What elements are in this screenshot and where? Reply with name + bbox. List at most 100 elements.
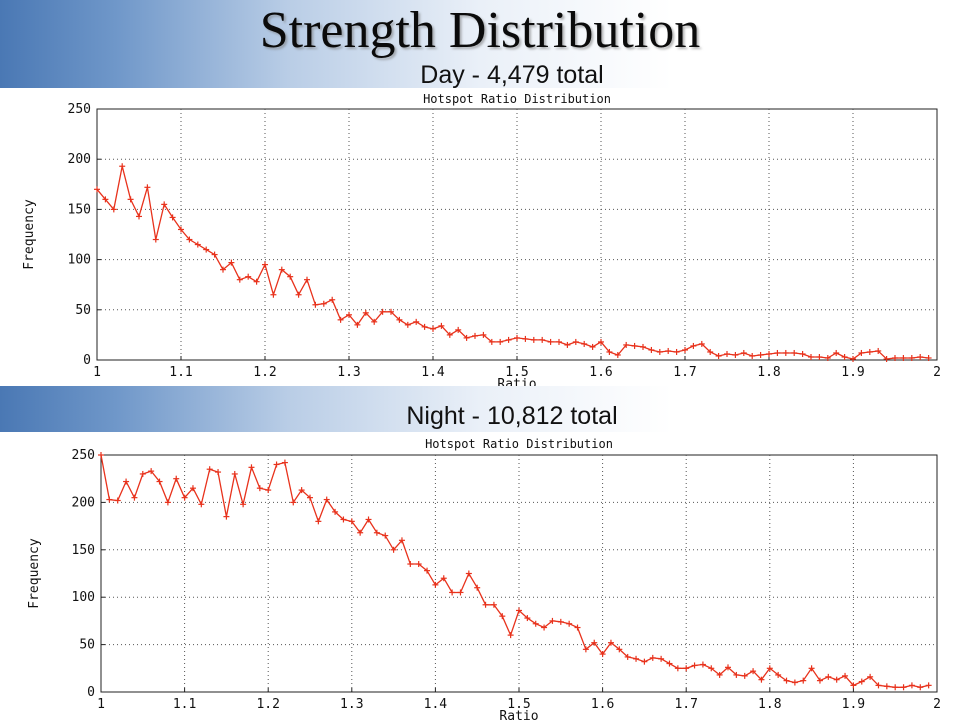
chart-0-series-line (96, 166, 929, 360)
chart-1-data-point (123, 478, 130, 485)
chart-0-data-point (850, 355, 856, 362)
chart-1-data-point (783, 677, 790, 684)
chart-1-data-point (290, 499, 297, 506)
chart-1-data-point (189, 485, 196, 492)
chart-1-data-point (256, 485, 263, 492)
chart-0-x-tick-label: 1.5 (505, 365, 528, 380)
chart-0-data-point (320, 300, 327, 307)
chart-0-data-point (547, 338, 554, 345)
chart-0-x-tick-label: 1.2 (253, 365, 276, 380)
chart-1-data-point (858, 678, 865, 685)
chart-0-data-point (211, 251, 218, 258)
chart-1-data-point (164, 499, 171, 506)
chart-0-data-point (136, 213, 142, 220)
chart-0-data-point (816, 353, 823, 360)
chart-0-data-point (346, 311, 352, 318)
chart-1-data-point (516, 607, 522, 614)
chart-0-x-tick-label: 2 (933, 365, 941, 380)
chart-1-y-tick-label: 100 (72, 590, 95, 605)
chart-1-data-point (181, 494, 188, 501)
chart-0-data-point (892, 354, 898, 361)
chart-1-data-point (231, 470, 238, 477)
chart-1-data-point (223, 513, 230, 520)
chart-1-data-point (382, 532, 389, 539)
chart-1-y-tick-label: 250 (72, 448, 95, 463)
chart-1-data-point (148, 468, 155, 475)
chart-0-data-point (522, 335, 529, 342)
chart-0-x-tick-label: 1.6 (589, 365, 612, 380)
chart-1-data-point (206, 466, 213, 473)
chart-0-data-point (505, 336, 512, 343)
title-background (0, 0, 960, 88)
chart-1-data-point (775, 671, 782, 678)
chart-0-data-point (329, 296, 336, 303)
chart-0-data-point (900, 354, 907, 361)
chart-0-data-point (631, 342, 638, 349)
chart-1-data-point (875, 682, 882, 689)
chart-1-data-point (281, 459, 288, 466)
chart-0-data-point (463, 334, 470, 341)
chart-0-data-point (169, 214, 176, 221)
chart-0-data-point (841, 353, 848, 360)
chart-1-data-point (173, 475, 180, 482)
chart-1-data-point (432, 581, 439, 588)
chart-0-data-point (362, 309, 369, 316)
chart-0-data-point (127, 196, 134, 203)
chart-1-data-point (908, 682, 915, 689)
chart-0-data-point (413, 318, 420, 325)
chart-1-y-tick-label: 50 (79, 638, 95, 653)
chart-1-y-tick-label: 0 (87, 685, 95, 700)
chart-1-data-point (532, 620, 539, 627)
chart-0-y-tick-label: 150 (68, 202, 91, 217)
chart-1-data-point (407, 561, 414, 568)
chart-0-data-point (144, 184, 151, 191)
day-chart: Hotspot Ratio Distribution 1 1.1 1.2 1.3 1.4 1… (22, 92, 941, 386)
chart-0-data-point (556, 338, 562, 345)
chart-1-y-axis-label: Frequency (27, 538, 42, 609)
chart-0-data-point (656, 348, 663, 355)
chart-1-data-point (365, 516, 372, 523)
chart-1-x-tick-label: 1.2 (256, 697, 279, 712)
chart-0-data-point (396, 316, 403, 323)
chart-1-data-point (474, 584, 481, 591)
chart-1-data-point (574, 624, 581, 631)
chart-0-data-point (749, 352, 756, 359)
chart-0-data-point (488, 338, 495, 345)
chart-0-data-point (270, 291, 277, 298)
chart-0-data-point (808, 353, 814, 360)
chart-1-x-tick-label: 1.8 (758, 697, 781, 712)
chart-0-data-point (102, 196, 109, 203)
chart-1-data-point (658, 655, 665, 662)
chart-0-data-point (388, 308, 394, 315)
chart-0-data-point (774, 349, 781, 356)
chart-0-data-point (253, 278, 260, 285)
chart-1-data-point (800, 677, 807, 684)
chart-1-data-point (398, 537, 405, 544)
chart-1-y-tick-label: 150 (72, 543, 95, 558)
chart-1-data-point (265, 487, 272, 494)
chart-0-data-point (220, 266, 226, 273)
chart-1-x-tick-label: 1.3 (340, 697, 363, 712)
chart-0-data-point (908, 354, 915, 361)
chart-0-data-point (799, 350, 806, 357)
chart-1-data-point (917, 684, 924, 691)
chart-0-data-point (497, 338, 504, 345)
chart-0-data-point (152, 236, 159, 243)
chart-0-data-point (690, 342, 697, 349)
chart-0-x-tick-label: 1.1 (169, 365, 192, 380)
chart-0-data-point (236, 276, 243, 283)
slide-title: Strength Distribution (259, 2, 701, 59)
chart-1-title: Hotspot Ratio Distribution (425, 437, 613, 451)
chart-0-x-axis-label: Ratio (497, 377, 536, 386)
chart-0-data-point (715, 352, 722, 359)
chart-0-x-tick-label: 1.7 (673, 365, 696, 380)
chart-0-data-point (94, 186, 100, 193)
chart-0-x-tick-label: 1.9 (841, 365, 864, 380)
chart-0-x-tick-label: 1 (93, 365, 101, 380)
chart-1-data-point (240, 501, 247, 508)
chart-0-data-point (623, 341, 630, 348)
chart-0-data-point (917, 353, 924, 360)
chart-1-data-point (741, 672, 748, 679)
chart-1-data-point (791, 679, 798, 686)
chart-0-data-point (472, 332, 478, 339)
